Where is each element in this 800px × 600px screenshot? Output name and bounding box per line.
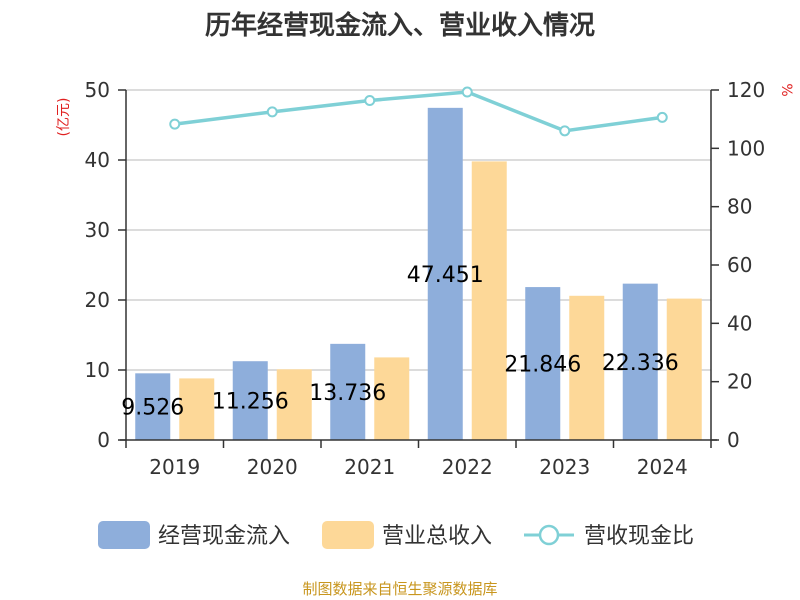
left-tick-label: 40 <box>85 148 110 172</box>
legend-swatch-0 <box>98 521 150 549</box>
legend-label: 营收现金比 <box>584 524 694 549</box>
ratio-point-2021 <box>364 95 376 106</box>
axes: 0 10 20 30 40 50 0 20 40 60 80 100 120 2019 2020 2021 20… <box>85 78 766 479</box>
legend[interactable]: 经营现金流入 营业总收入 营收现金比 <box>98 521 694 549</box>
right-tick-label: 60 <box>727 253 752 277</box>
x-tick-label: 2024 <box>637 455 688 479</box>
bars <box>135 107 702 440</box>
data-label: 11.256 <box>212 390 289 415</box>
chart-title: 历年经营现金流入、营业收入情况 <box>205 10 595 41</box>
gridlines <box>126 89 711 371</box>
data-label: 9.526 <box>121 396 184 421</box>
ratio-line <box>169 86 668 137</box>
bar-cash-inflow-2023 <box>525 287 561 440</box>
left-tick-label: 0 <box>97 428 110 452</box>
x-tick-label: 2022 <box>442 455 493 479</box>
bar-revenue-2022 <box>471 161 507 440</box>
ratio-point-2022 <box>461 86 473 98</box>
bar-cash-inflow-2021 <box>330 343 366 440</box>
ratio-point-2023 <box>559 125 571 137</box>
bar-revenue-2020 <box>276 369 312 440</box>
x-tick-label: 2020 <box>247 455 298 479</box>
bar-revenue-2021 <box>374 357 410 440</box>
right-tick-label: 120 <box>727 78 765 102</box>
data-label: 13.736 <box>309 381 386 406</box>
right-tick-label: 40 <box>727 311 752 335</box>
data-label: 21.846 <box>504 353 581 378</box>
bar-cash-inflow-2022 <box>427 107 463 440</box>
left-tick-label: 30 <box>85 218 110 242</box>
data-label: 47.451 <box>407 263 484 288</box>
right-tick-label: 0 <box>727 428 740 452</box>
ratio-point-2024 <box>656 111 668 123</box>
left-tick-label: 10 <box>85 358 110 382</box>
bar-cash-inflow-2020 <box>232 361 268 440</box>
bar-cash-inflow-2019 <box>135 373 171 440</box>
bar-cash-inflow-2024 <box>622 283 658 440</box>
legend-swatch-1 <box>322 521 374 549</box>
left-tick-label: 20 <box>85 288 110 312</box>
ratio-point-2019 <box>169 118 181 130</box>
data-labels: 9.526 11.256 13.736 47.451 21.846 22.336 <box>121 263 678 421</box>
bar-revenue-2024 <box>666 298 702 440</box>
legend-marker <box>538 524 560 546</box>
right-tick-label: 80 <box>727 195 752 219</box>
ratio-point-2020 <box>266 106 278 118</box>
ratio-line-path <box>174 90 663 133</box>
x-tick-label: 2019 <box>149 455 200 479</box>
x-tick-label: 2023 <box>539 455 590 479</box>
bar-revenue-2019 <box>179 378 215 440</box>
x-tick-label: 2021 <box>344 455 395 479</box>
bar-revenue-2023 <box>569 295 605 440</box>
legend-label: 经营现金流入 <box>158 524 290 549</box>
left-tick-label: 50 <box>85 78 110 102</box>
left-axis-unit: (亿元) <box>56 98 72 137</box>
legend-label: 营业总收入 <box>382 524 492 549</box>
source-note: 制图数据来自恒生聚源数据库 <box>302 580 497 598</box>
right-axis-unit: % <box>778 83 794 96</box>
right-tick-label: 20 <box>727 370 752 394</box>
right-tick-label: 100 <box>727 136 765 160</box>
data-label: 22.336 <box>602 351 679 376</box>
